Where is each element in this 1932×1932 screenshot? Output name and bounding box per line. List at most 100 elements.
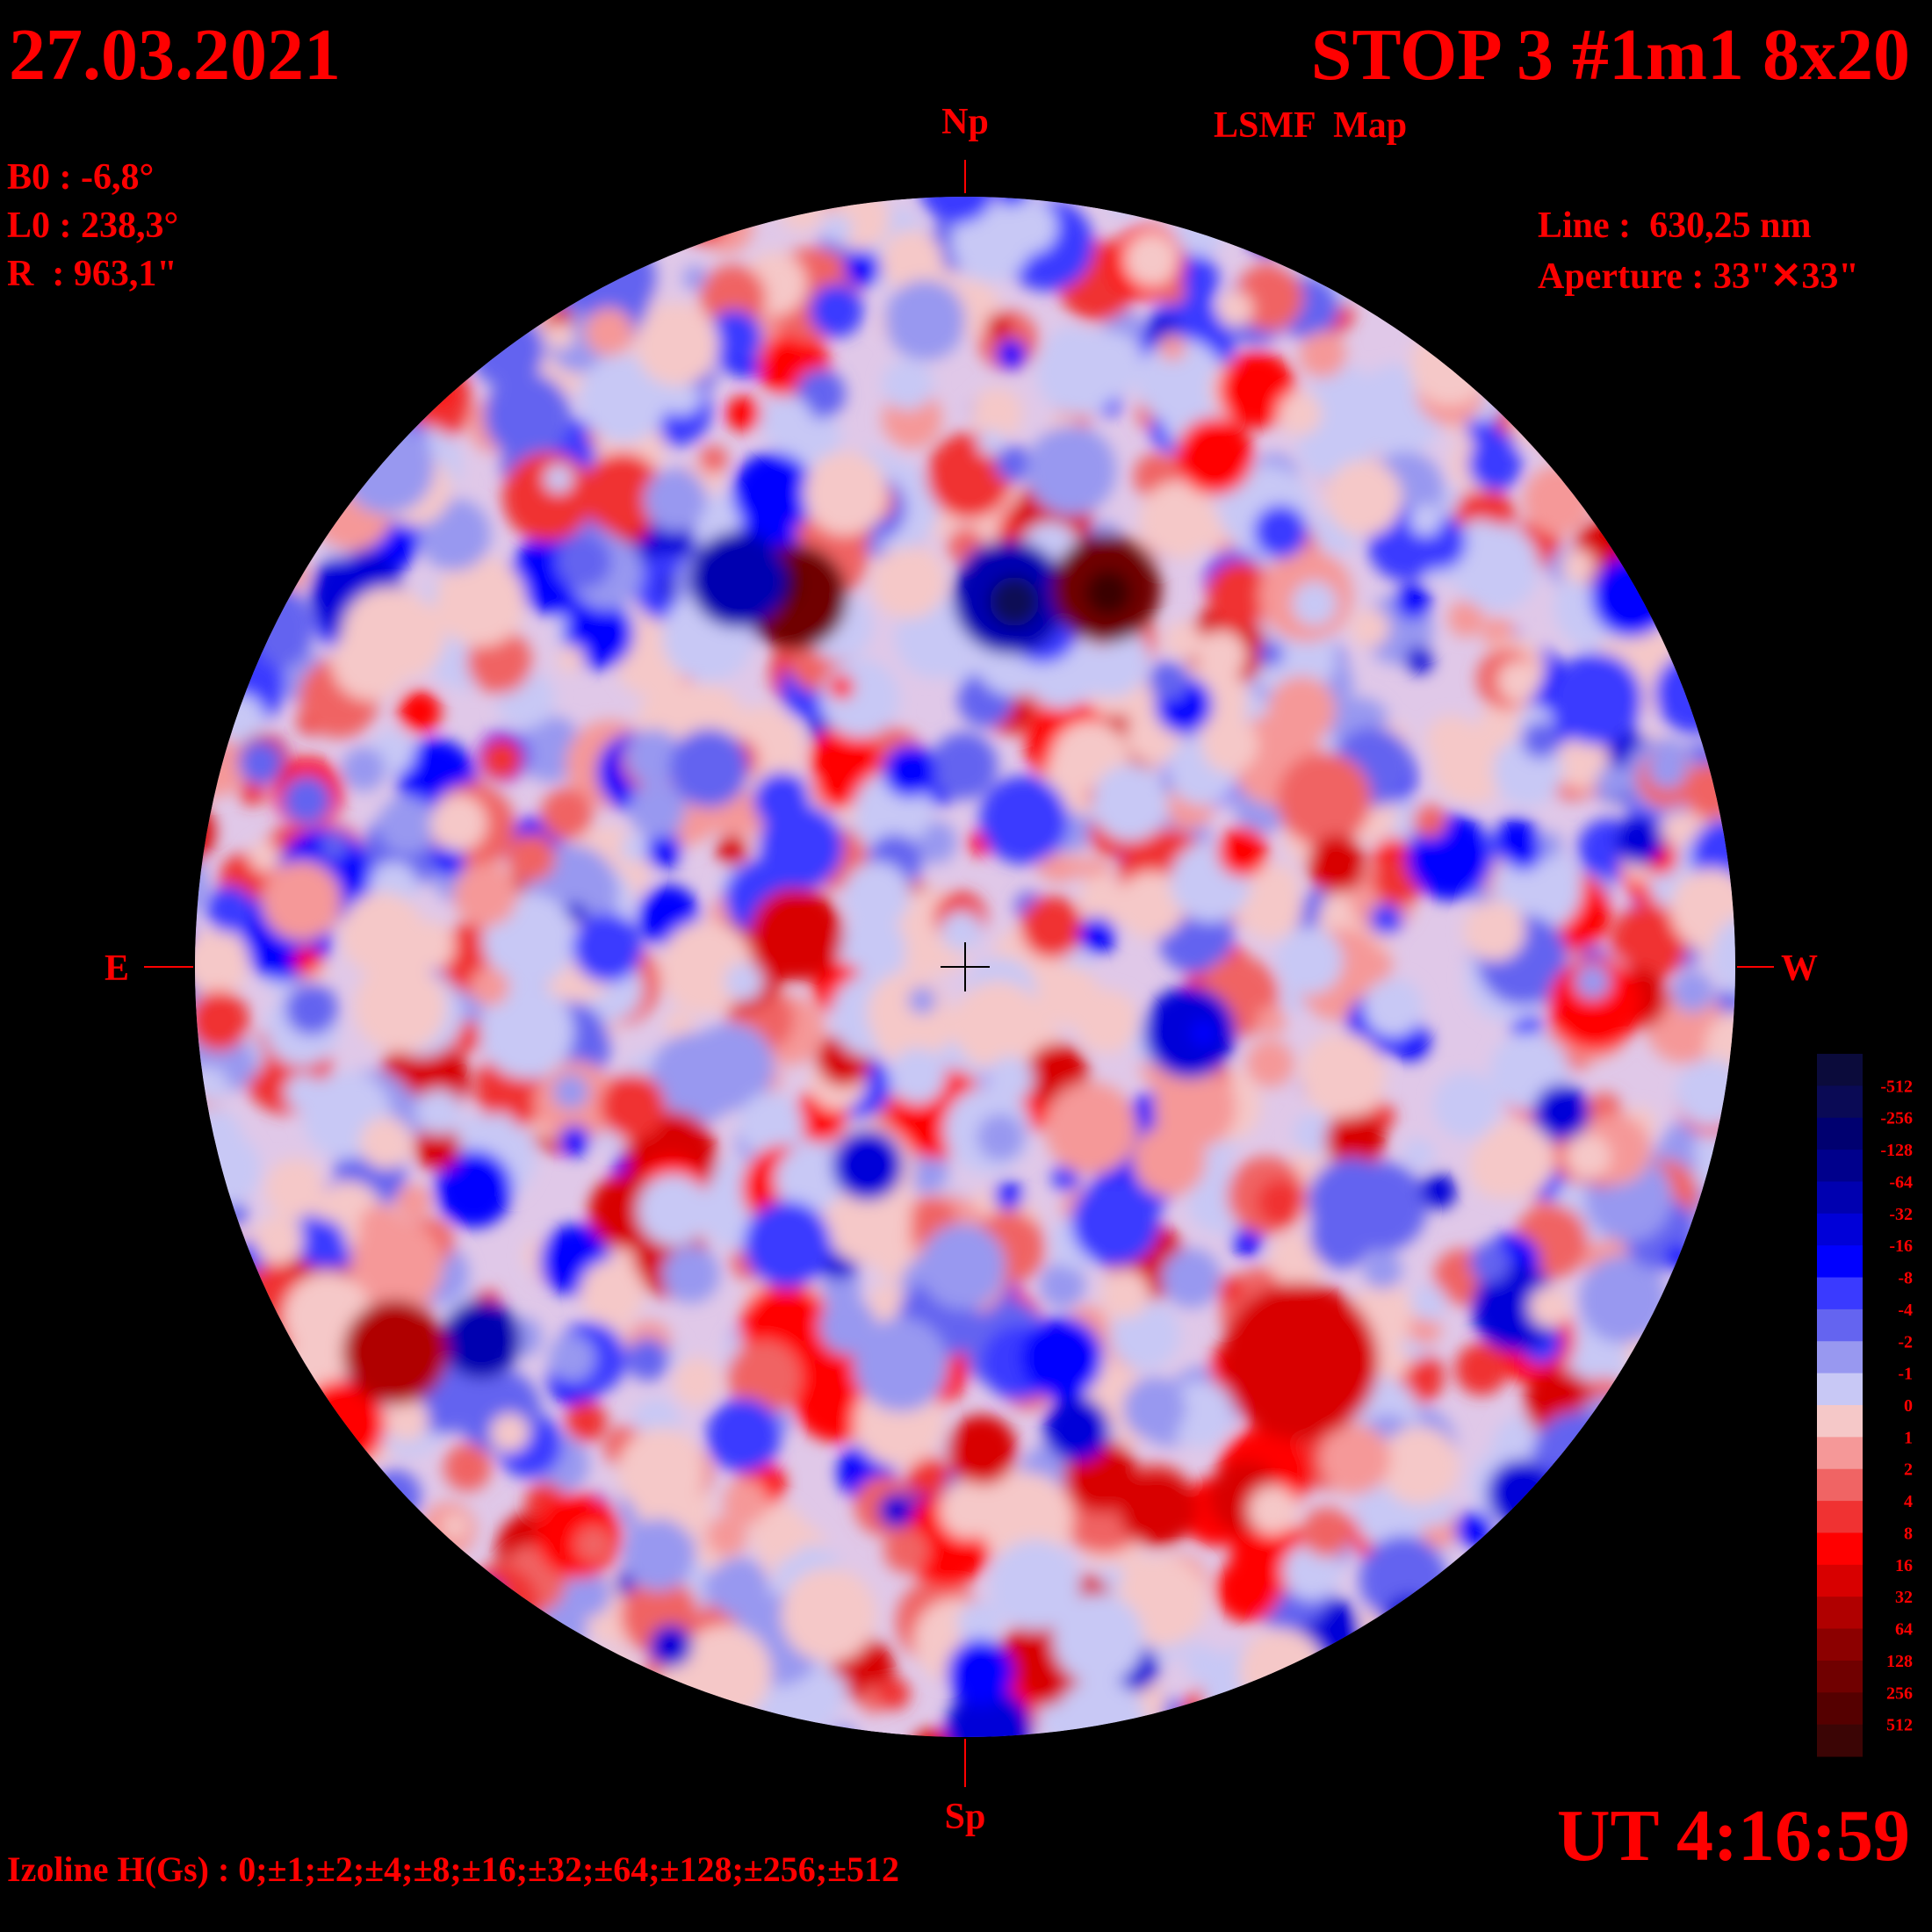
field-patch: [1026, 425, 1117, 515]
field-patch: [1319, 1423, 1391, 1495]
field-patch: [749, 1503, 806, 1561]
field-patch: [635, 302, 719, 386]
field-patch: [977, 1114, 1025, 1162]
north-label: Np: [941, 102, 989, 142]
field-patch: [395, 1184, 432, 1221]
field-patch: [574, 1525, 612, 1563]
field-patch: [706, 1515, 747, 1557]
field-patch: [871, 544, 946, 619]
field-patch: [1377, 1345, 1410, 1380]
field-patch: [995, 445, 1032, 482]
colorbar-label: -64: [1889, 1172, 1913, 1192]
field-patch: [1405, 645, 1433, 674]
colorbar-label: 64: [1895, 1620, 1913, 1640]
field-patch: [552, 1073, 589, 1110]
colorbar-label: 256: [1886, 1683, 1913, 1703]
field-patch: [760, 394, 813, 448]
field-patch: [844, 249, 881, 287]
field-patch: [479, 984, 574, 1079]
field-patch: [1148, 660, 1189, 702]
field-patch: [1532, 1084, 1590, 1141]
field-patch: [1521, 721, 1560, 760]
field-patch: [1497, 660, 1540, 703]
field-patch: [1215, 1557, 1280, 1623]
field-patch: [832, 1129, 904, 1201]
field-patch: [880, 229, 944, 292]
field-patch: [321, 833, 348, 860]
field-patch: [398, 689, 442, 733]
line: Line : 630,25 nm: [1538, 205, 1812, 246]
field-patch: [664, 1011, 695, 1041]
field-patch: [1216, 1276, 1244, 1304]
field-patch: [1276, 752, 1372, 847]
field-patch: [296, 1218, 347, 1269]
active-region: [342, 1300, 448, 1405]
center-cross: [941, 942, 990, 991]
field-patch: [908, 986, 937, 1015]
field-patch: [1647, 749, 1687, 789]
field-patch: [416, 1089, 462, 1135]
field-patch: [1535, 832, 1563, 860]
field-patch: [559, 1124, 591, 1157]
field-patch: [813, 1672, 848, 1707]
field-patch: [620, 834, 648, 862]
field-patch: [905, 1149, 949, 1193]
colorbar-segment: [1817, 1597, 1863, 1630]
field-patch: [878, 1492, 914, 1529]
field-patch: [1578, 1255, 1668, 1344]
field-patch: [622, 1518, 696, 1591]
field-patch: [1164, 621, 1202, 660]
l0: L0 : 238,3°: [7, 205, 178, 246]
field-patch: [1253, 504, 1308, 559]
field-patch: [1124, 233, 1179, 287]
active-region: [689, 531, 786, 628]
field-patch: [1433, 1071, 1500, 1139]
field-patch: [1301, 1507, 1352, 1558]
field-patch: [1235, 263, 1304, 331]
time: UT 4:16:59: [1557, 1795, 1910, 1877]
colorbar-segment: [1817, 1245, 1863, 1279]
field-patch: [359, 1116, 413, 1170]
colorbar-segment: [1817, 1150, 1863, 1182]
field-patch: [558, 645, 585, 673]
field-patch: [1454, 1343, 1508, 1396]
field-patch: [1076, 331, 1143, 398]
active-region: [1085, 570, 1131, 616]
active-region: [442, 1300, 521, 1379]
field-patch: [1161, 1248, 1222, 1308]
field-patch: [743, 1200, 832, 1289]
field-patch: [883, 1528, 929, 1574]
field-patch: [483, 1112, 517, 1146]
colorbar-segment: [1817, 1660, 1863, 1693]
active-region: [1221, 1282, 1379, 1440]
colorbar-segment: [1817, 1213, 1863, 1246]
field-patch: [809, 724, 880, 796]
field-patch: [971, 387, 1023, 439]
field-patch: [1256, 865, 1299, 908]
title: STOP 3 #1m1 8x20: [1311, 14, 1910, 96]
colorbar-label: -8: [1898, 1269, 1913, 1288]
field-patch: [781, 1568, 876, 1663]
field-patch: [1528, 1286, 1571, 1328]
field-patch: [580, 1259, 645, 1325]
field-patch: [1307, 1157, 1396, 1247]
field-patch: [994, 1181, 1023, 1210]
field-patch: [661, 1245, 720, 1303]
colorbar-segment: [1817, 1692, 1863, 1726]
field-patch: [1050, 748, 1081, 779]
field-patch: [1471, 1264, 1560, 1352]
colorbar-label: -256: [1880, 1109, 1913, 1128]
colorbar-label: 8: [1904, 1524, 1913, 1543]
field-patch: [282, 775, 332, 825]
field-patch: [629, 782, 686, 839]
field-patch: [946, 1415, 1018, 1486]
field-patch: [1554, 736, 1609, 790]
field-patch: [1426, 715, 1477, 767]
field-patch: [341, 891, 424, 976]
field-patch: [1447, 600, 1486, 638]
field-patch: [1257, 1179, 1304, 1227]
field-patch: [490, 1413, 530, 1453]
field-patch: [331, 623, 409, 701]
field-patch: [890, 1048, 947, 1105]
colorbar-segment: [1817, 1724, 1863, 1757]
